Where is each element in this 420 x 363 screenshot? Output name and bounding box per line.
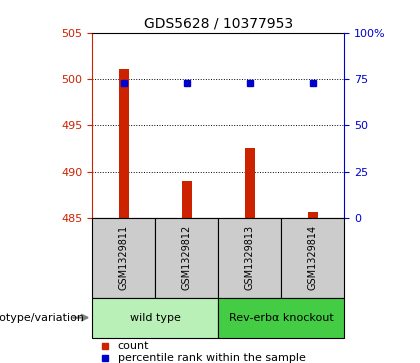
Text: wild type: wild type: [130, 313, 181, 323]
Bar: [218, 298, 344, 338]
Bar: [92, 298, 218, 338]
Text: Rev-erbα knockout: Rev-erbα knockout: [229, 313, 334, 323]
Text: count: count: [118, 342, 149, 351]
Text: percentile rank within the sample: percentile rank within the sample: [118, 353, 305, 363]
Title: GDS5628 / 10377953: GDS5628 / 10377953: [144, 16, 293, 30]
Bar: [281, 218, 344, 298]
Bar: [245, 148, 255, 218]
Bar: [218, 218, 281, 298]
Bar: [92, 218, 155, 298]
Bar: [119, 69, 129, 218]
Text: GSM1329811: GSM1329811: [119, 225, 129, 290]
Bar: [155, 218, 218, 298]
Text: genotype/variation: genotype/variation: [0, 313, 84, 323]
Text: GSM1329812: GSM1329812: [182, 225, 192, 290]
Text: GSM1329813: GSM1329813: [245, 225, 255, 290]
Bar: [308, 212, 318, 218]
Bar: [182, 181, 192, 218]
Text: GSM1329814: GSM1329814: [308, 225, 318, 290]
